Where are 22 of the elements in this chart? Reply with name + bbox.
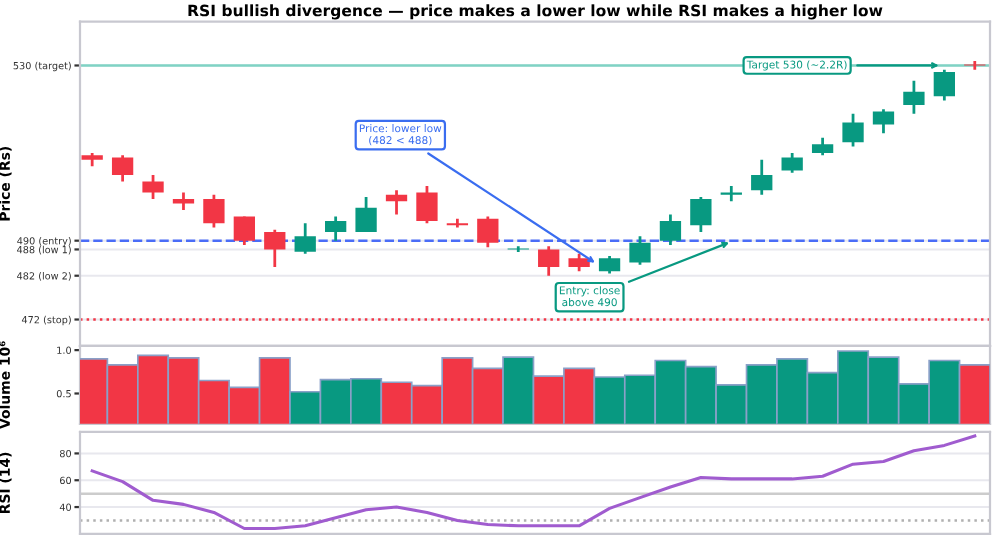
candlestick <box>111 153 134 183</box>
candlestick <box>416 184 438 225</box>
candlestick <box>842 112 864 148</box>
candlestick <box>385 188 408 216</box>
candlestick <box>325 215 347 243</box>
candlestick <box>903 79 925 116</box>
candlestick <box>659 213 682 247</box>
candlestick <box>294 221 316 256</box>
candlestick <box>477 215 499 249</box>
candlestick <box>538 244 560 278</box>
candlestick <box>781 151 803 175</box>
candlestick <box>355 195 377 234</box>
candlestick <box>629 234 651 267</box>
candlestick <box>872 107 895 135</box>
candlestick <box>203 193 225 229</box>
candlestick <box>264 228 286 269</box>
candlestick <box>751 158 773 197</box>
candlestick <box>933 68 955 102</box>
candlestick <box>690 195 712 234</box>
candlestick <box>142 173 164 201</box>
candlestick <box>233 215 255 247</box>
line-series <box>90 434 977 531</box>
